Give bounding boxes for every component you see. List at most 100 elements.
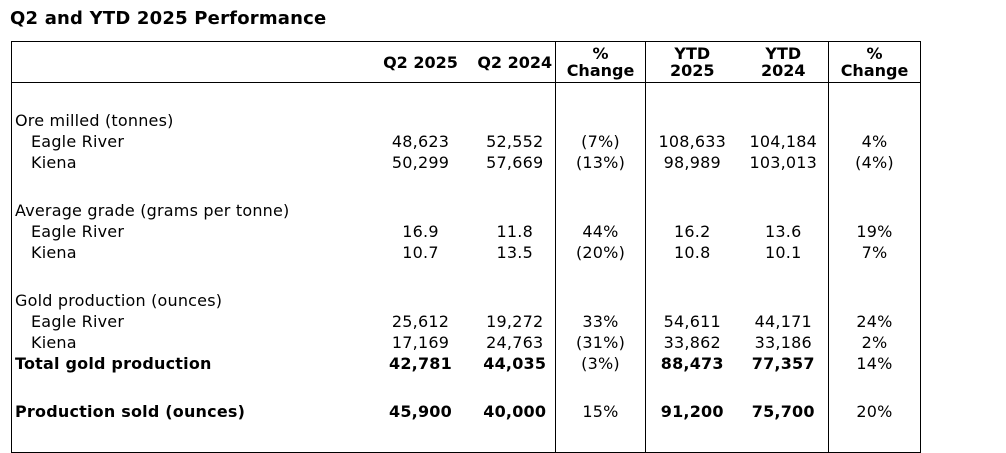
value-cell: 57,669 [474, 152, 556, 173]
value-cell [738, 263, 829, 290]
value-cell [738, 422, 829, 453]
value-cell: 24,763 [474, 332, 556, 353]
value-cell: 13.6 [738, 221, 829, 242]
spacer-row [12, 263, 921, 290]
page-title: Q2 and YTD 2025 Performance [10, 8, 327, 29]
value-cell: 103,013 [738, 152, 829, 173]
table-row: Total gold production 42,781 44,035 (3%) 88,… [12, 353, 921, 374]
value-cell [474, 263, 556, 290]
row-label: Eagle River [31, 311, 125, 331]
row-label [12, 173, 367, 200]
value-cell [474, 200, 556, 221]
header-ytd-2024: YTD 2024 [738, 41, 829, 83]
value-cell: 40,000 [474, 401, 556, 422]
value-cell: 44,035 [474, 353, 556, 374]
value-cell: 16.9 [402, 221, 439, 241]
row-label: Production sold (ounces) [15, 401, 246, 421]
value-cell: 88,473 [660, 353, 724, 373]
value-cell: 10.7 [402, 242, 439, 262]
value-cell: (31%) [555, 332, 646, 353]
value-cell: 33,186 [738, 332, 829, 353]
row-group-label: Gold production (ounces) [15, 290, 223, 310]
value-cell: 7% [861, 242, 888, 262]
spacer-row [12, 374, 921, 401]
value-cell: 77,357 [738, 353, 829, 374]
header-q2-2024: Q2 2024 [474, 41, 556, 83]
value-cell: 50,299 [391, 152, 450, 172]
value-cell: 19% [856, 221, 893, 241]
value-cell: (3%) [555, 353, 646, 374]
value-cell [555, 200, 646, 221]
value-cell: (4%) [855, 152, 894, 172]
header-ytd-2025: YTD 2025 [645, 41, 739, 83]
row-label [12, 374, 367, 401]
value-cell [829, 173, 921, 200]
value-cell: (13%) [555, 152, 646, 173]
row-label: Eagle River [31, 131, 125, 151]
value-cell: 33,862 [663, 332, 721, 352]
value-cell: 104,184 [738, 131, 829, 152]
value-cell [738, 173, 829, 200]
value-cell [646, 290, 739, 311]
value-cell [555, 110, 646, 131]
value-cell [367, 173, 475, 200]
value-cell [474, 82, 556, 110]
value-cell [555, 173, 646, 200]
spacer-row [12, 82, 921, 111]
table-row: Kiena 50,299 57,669 (13%) 98,989 103,013 (4%) [12, 152, 921, 173]
value-cell: 91,200 [660, 401, 724, 421]
spacer-row [12, 422, 921, 453]
value-cell: (20%) [555, 242, 646, 263]
value-cell [738, 290, 829, 311]
header-row-label [11, 41, 367, 83]
value-cell [738, 200, 829, 221]
value-cell: 17,169 [391, 332, 450, 352]
value-cell [474, 173, 556, 200]
value-cell [829, 422, 921, 453]
value-cell: 10.8 [674, 242, 711, 262]
row-label [12, 263, 367, 290]
value-cell [646, 110, 739, 131]
value-cell [646, 173, 739, 200]
value-cell: 108,633 [658, 131, 727, 151]
value-cell [646, 263, 739, 290]
value-cell: 20% [856, 401, 893, 421]
value-cell: 25,612 [391, 311, 450, 331]
value-cell [646, 422, 739, 453]
value-cell [367, 263, 475, 290]
value-cell: 48,623 [391, 131, 450, 151]
row-group-label: Average grade (grams per tonne) [15, 200, 290, 220]
value-cell [829, 290, 921, 311]
value-cell [367, 290, 475, 311]
value-cell: 52,552 [474, 131, 556, 152]
value-cell [829, 83, 921, 111]
table-row: Ore milled (tonnes) [12, 110, 921, 131]
value-cell: 42,781 [389, 353, 452, 373]
value-cell [367, 200, 475, 221]
header-q2-2025: Q2 2025 [366, 41, 475, 83]
value-cell: 44% [555, 221, 646, 242]
value-cell [829, 110, 921, 131]
value-cell [646, 200, 739, 221]
value-cell [555, 263, 646, 290]
value-cell: 98,989 [663, 152, 721, 172]
table-row: Eagle River 25,612 19,272 33% 54,611 44,171 24… [12, 311, 921, 332]
value-cell [367, 83, 475, 111]
value-cell: 54,611 [663, 311, 721, 331]
value-cell [829, 374, 921, 401]
value-cell [474, 110, 556, 131]
value-cell: 44,171 [738, 311, 829, 332]
value-cell: 75,700 [738, 401, 829, 422]
value-cell [474, 290, 556, 311]
value-cell: 24% [856, 311, 893, 331]
value-cell: 14% [856, 353, 893, 373]
value-cell [474, 422, 556, 453]
value-cell: 45,900 [389, 401, 452, 421]
value-cell [738, 110, 829, 131]
value-cell: 13.5 [474, 242, 556, 263]
header-pct-change-ytd: % Change [828, 41, 921, 83]
value-cell [646, 83, 739, 111]
spacer-row [12, 173, 921, 200]
value-cell [367, 374, 475, 401]
value-cell [738, 82, 829, 110]
